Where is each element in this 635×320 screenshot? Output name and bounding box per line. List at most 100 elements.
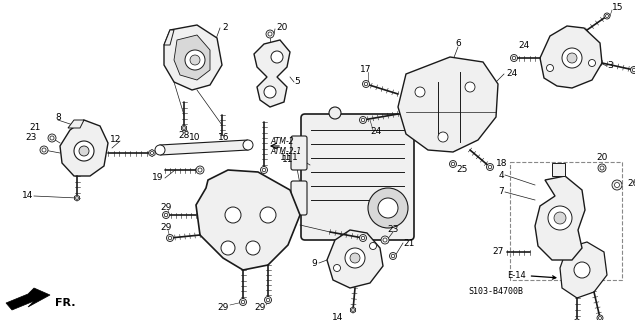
Circle shape bbox=[166, 235, 173, 242]
Circle shape bbox=[243, 140, 253, 150]
Polygon shape bbox=[160, 140, 248, 155]
Circle shape bbox=[567, 53, 577, 63]
Text: 14: 14 bbox=[22, 191, 34, 201]
Circle shape bbox=[79, 146, 89, 156]
Circle shape bbox=[350, 253, 360, 263]
Circle shape bbox=[260, 207, 276, 223]
Circle shape bbox=[333, 265, 340, 271]
Circle shape bbox=[361, 118, 364, 122]
Circle shape bbox=[632, 68, 635, 72]
Text: ATM-2: ATM-2 bbox=[270, 138, 293, 147]
Polygon shape bbox=[535, 176, 585, 260]
Circle shape bbox=[271, 51, 283, 63]
Text: 29: 29 bbox=[254, 302, 265, 311]
Circle shape bbox=[50, 136, 54, 140]
Text: 24: 24 bbox=[370, 127, 382, 137]
Circle shape bbox=[451, 162, 455, 166]
Polygon shape bbox=[174, 35, 210, 80]
Circle shape bbox=[329, 107, 341, 119]
Text: 9: 9 bbox=[311, 259, 317, 268]
FancyBboxPatch shape bbox=[291, 136, 307, 170]
Circle shape bbox=[163, 212, 170, 219]
Polygon shape bbox=[68, 120, 84, 128]
Circle shape bbox=[361, 236, 364, 240]
Circle shape bbox=[370, 243, 377, 250]
Circle shape bbox=[631, 67, 635, 74]
Text: 7: 7 bbox=[498, 188, 504, 196]
Circle shape bbox=[606, 14, 608, 18]
Polygon shape bbox=[149, 149, 155, 156]
Circle shape bbox=[391, 254, 395, 258]
Polygon shape bbox=[164, 30, 174, 45]
Polygon shape bbox=[398, 57, 498, 152]
Circle shape bbox=[359, 235, 366, 242]
Circle shape bbox=[547, 65, 554, 71]
Circle shape bbox=[600, 166, 604, 170]
Text: 21: 21 bbox=[403, 238, 415, 247]
Text: 11: 11 bbox=[280, 154, 291, 163]
Circle shape bbox=[266, 298, 270, 302]
Text: 21: 21 bbox=[29, 124, 41, 132]
Polygon shape bbox=[552, 163, 565, 176]
Text: 20: 20 bbox=[276, 22, 288, 31]
Circle shape bbox=[190, 55, 200, 65]
Circle shape bbox=[450, 161, 457, 167]
Text: 29: 29 bbox=[160, 204, 171, 212]
Circle shape bbox=[352, 309, 354, 311]
Circle shape bbox=[488, 165, 491, 169]
Text: 17: 17 bbox=[360, 66, 371, 75]
Circle shape bbox=[198, 168, 202, 172]
Circle shape bbox=[438, 132, 448, 142]
Circle shape bbox=[383, 238, 387, 242]
Text: 4: 4 bbox=[498, 171, 504, 180]
Polygon shape bbox=[196, 170, 300, 270]
Circle shape bbox=[363, 81, 370, 87]
Circle shape bbox=[589, 60, 596, 67]
Circle shape bbox=[574, 262, 590, 278]
Text: 8: 8 bbox=[55, 114, 61, 123]
FancyBboxPatch shape bbox=[291, 181, 307, 215]
Circle shape bbox=[196, 166, 204, 174]
Circle shape bbox=[604, 13, 610, 19]
Circle shape bbox=[597, 315, 603, 320]
Circle shape bbox=[465, 82, 475, 92]
Text: 29: 29 bbox=[160, 223, 171, 233]
Polygon shape bbox=[540, 26, 602, 88]
Circle shape bbox=[345, 248, 365, 268]
Polygon shape bbox=[254, 40, 290, 107]
Circle shape bbox=[486, 164, 493, 171]
Text: 18: 18 bbox=[496, 159, 507, 169]
Circle shape bbox=[511, 54, 518, 61]
Text: 29: 29 bbox=[217, 302, 229, 311]
Circle shape bbox=[554, 212, 566, 224]
Circle shape bbox=[599, 316, 601, 319]
Circle shape bbox=[239, 299, 246, 306]
Text: 23: 23 bbox=[387, 226, 399, 235]
Text: 26: 26 bbox=[627, 179, 635, 188]
Circle shape bbox=[415, 87, 425, 97]
Polygon shape bbox=[60, 120, 108, 176]
Circle shape bbox=[225, 207, 241, 223]
Circle shape bbox=[612, 180, 622, 190]
Text: 1: 1 bbox=[292, 154, 298, 163]
Text: S103-B4700B: S103-B4700B bbox=[468, 287, 523, 297]
Circle shape bbox=[262, 168, 266, 172]
Polygon shape bbox=[182, 125, 187, 131]
Text: 19: 19 bbox=[152, 173, 163, 182]
Circle shape bbox=[76, 197, 78, 199]
Bar bbox=[510, 162, 622, 280]
Circle shape bbox=[40, 146, 48, 154]
Circle shape bbox=[168, 236, 171, 240]
Text: 24: 24 bbox=[518, 42, 530, 51]
Text: 3: 3 bbox=[607, 61, 613, 70]
Text: 6: 6 bbox=[455, 39, 461, 49]
Text: 20: 20 bbox=[596, 154, 608, 163]
Circle shape bbox=[268, 32, 272, 36]
Circle shape bbox=[266, 30, 274, 38]
Circle shape bbox=[562, 48, 582, 68]
Text: 5: 5 bbox=[294, 77, 300, 86]
Circle shape bbox=[378, 198, 398, 218]
Text: FR.: FR. bbox=[55, 298, 76, 308]
Polygon shape bbox=[6, 288, 50, 310]
Circle shape bbox=[155, 145, 165, 155]
